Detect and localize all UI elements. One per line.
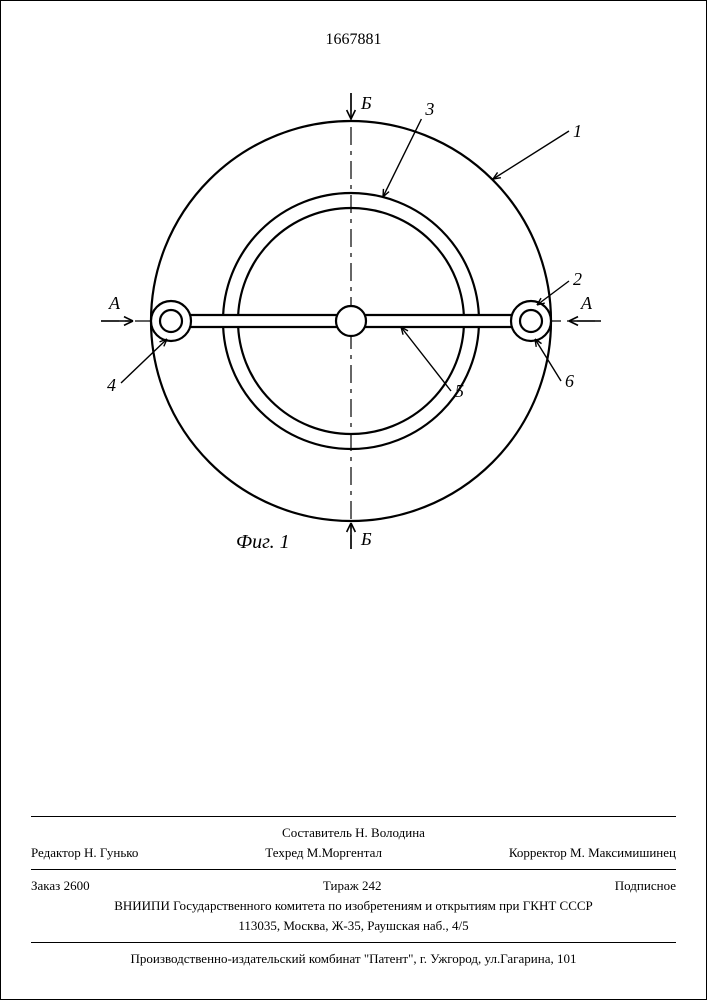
tirazh-label: Тираж <box>323 878 359 893</box>
order-cell: Заказ 2600 <box>31 878 90 894</box>
svg-text:Б: Б <box>360 529 372 549</box>
corrector-cell: Корректор М. Максимишинец <box>509 845 676 861</box>
credits-row: Редактор Н. Гунько Техред М.Моргентал Ко… <box>31 843 676 863</box>
divider <box>31 942 676 943</box>
svg-text:А: А <box>580 293 593 313</box>
svg-text:А: А <box>108 293 121 313</box>
tirazh-number: 242 <box>362 878 382 893</box>
compiler-name: Н. Володина <box>355 825 425 840</box>
svg-text:Б: Б <box>360 93 372 113</box>
org-line-2: 113035, Москва, Ж-35, Раушская наб., 4/5 <box>31 916 676 936</box>
order-row: Заказ 2600 Тираж 242 Подписное <box>31 876 676 896</box>
svg-text:4: 4 <box>107 375 116 395</box>
techred-label: Техред <box>265 845 303 860</box>
corrector-label: Корректор <box>509 845 567 860</box>
editor-name: Н. Гунько <box>84 845 138 860</box>
svg-text:1: 1 <box>573 121 582 141</box>
order-label: Заказ <box>31 878 60 893</box>
editor-label: Редактор <box>31 845 81 860</box>
order-number: 2600 <box>64 878 90 893</box>
techred-name: М.Моргентал <box>307 845 382 860</box>
corrector-name: М. Максимишинец <box>570 845 676 860</box>
subscription: Подписное <box>615 878 676 894</box>
compiler-label: Составитель <box>282 825 352 840</box>
svg-text:3: 3 <box>424 99 434 119</box>
org-line-1: ВНИИПИ Государственного комитета по изоб… <box>31 896 676 916</box>
svg-text:6: 6 <box>565 371 574 391</box>
figure-label: Фиг. 1 <box>236 531 290 554</box>
svg-text:5: 5 <box>455 381 464 401</box>
tirazh-cell: Тираж 242 <box>323 878 382 894</box>
figure-1: А А Б Б 1 3 2 6 5 4 Фиг. 1 <box>71 91 631 591</box>
divider <box>31 816 676 817</box>
page: 1667881 А А Б Б 1 3 2 6 5 4 Фиг. 1 Составитель Н.… <box>0 0 707 1000</box>
svg-text:2: 2 <box>573 269 582 289</box>
divider <box>31 869 676 870</box>
compiler-line: Составитель Н. Володина <box>31 823 676 843</box>
footer-block: Составитель Н. Володина Редактор Н. Гунь… <box>31 810 676 969</box>
printer-line: Производственно-издательский комбинат "П… <box>31 949 676 969</box>
patent-number: 1667881 <box>1 31 706 49</box>
techred-cell: Техред М.Моргентал <box>265 845 382 861</box>
editor-cell: Редактор Н. Гунько <box>31 845 138 861</box>
